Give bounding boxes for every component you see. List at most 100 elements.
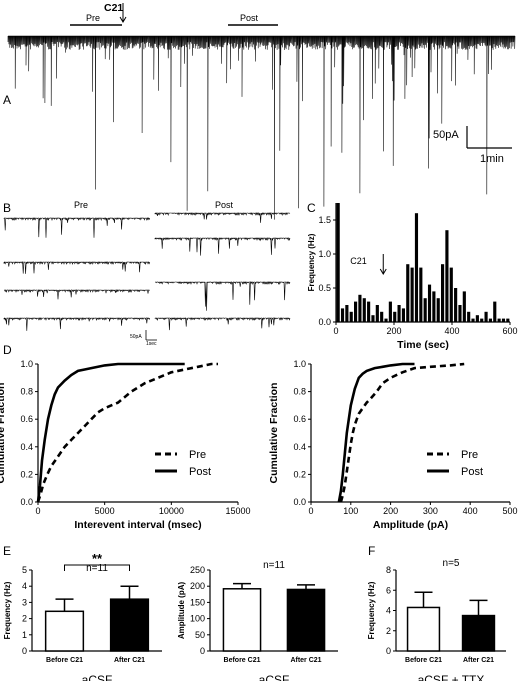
y-tick-label: 3	[22, 597, 27, 607]
histogram-bar	[423, 298, 427, 322]
scale-bar-b: 50pA 1sec	[130, 330, 157, 347]
y-axis-label: Amplitude (pA)	[177, 582, 186, 640]
y-tick-label: 0.8	[20, 387, 33, 397]
category-label: Before C21	[224, 657, 261, 664]
panel-label-a: A	[3, 93, 11, 107]
post-traces-label: Post	[215, 200, 234, 210]
histogram-bar	[358, 294, 362, 322]
panel-e-left-bars: 0 1 2 3 4 5 Frequency (Hz) Before C21 After C21 n…	[3, 551, 162, 681]
histogram-bar	[427, 284, 432, 322]
legend-label-pre: Pre	[461, 449, 478, 461]
histogram-bar	[336, 203, 340, 322]
panel-label-d: D	[3, 343, 12, 357]
current-trace	[7, 35, 516, 220]
y-tick-label: 4	[386, 606, 391, 616]
annotation-arrow-head	[379, 268, 387, 275]
sweep-trace-6	[154, 236, 291, 256]
x-tick-label: 0	[308, 506, 313, 516]
histogram-bar	[393, 311, 397, 322]
y-tick-label: 0.4	[293, 442, 306, 452]
histogram-bar	[484, 311, 488, 322]
histogram-bar	[445, 230, 449, 322]
histogram-bar	[380, 311, 384, 322]
histogram-bar	[367, 301, 371, 322]
category-label: After C21	[463, 657, 494, 664]
category-label: Before C21	[46, 657, 83, 664]
y-tick-label: 0.6	[20, 414, 33, 424]
panel-a-trace: Pre Post C21 50pA 1min	[7, 2, 516, 220]
bar-1	[222, 588, 262, 652]
sweep-traces	[3, 211, 291, 331]
x-tick-label: 200	[386, 326, 401, 336]
histogram-bar	[497, 318, 501, 322]
sweep-trace-2	[3, 260, 151, 274]
histogram-bar	[388, 301, 392, 322]
y-tick-label: 0.5	[318, 283, 331, 293]
histogram-bar	[462, 291, 466, 322]
series-line-post	[36, 362, 185, 503]
y-tick-label: 0	[386, 646, 391, 656]
scale-bar-a-time: 1min	[480, 153, 504, 165]
histogram-bar	[436, 298, 440, 322]
x-axis-label: Time (sec)	[397, 339, 449, 351]
x-tick-label: 0	[35, 506, 40, 516]
panel-e-right-bars: 0 50 100 150 200 250 Amplitude (pA) Before C21 A…	[177, 560, 338, 681]
histogram-bar	[419, 267, 423, 322]
y-tick-label: 0.2	[293, 469, 306, 479]
panel-label-b: B	[3, 201, 11, 215]
x-tick-label: 15000	[225, 506, 250, 516]
x-axis-label: Interevent interval (msec)	[74, 519, 201, 531]
sweep-trace-7	[155, 280, 291, 311]
drug-application-label: C21	[104, 2, 123, 14]
x-tick-label: 400	[463, 506, 478, 516]
significance-marker: **	[92, 551, 103, 566]
category-label: After C21	[290, 657, 321, 664]
histogram-bar	[441, 264, 445, 322]
pre-period-label: Pre	[86, 13, 100, 23]
histogram-bar	[493, 301, 497, 322]
scale-bar-a: 50pA 1min	[433, 126, 512, 165]
x-tick-label: 400	[444, 326, 459, 336]
y-tick-label: 0.8	[293, 387, 306, 397]
y-tick-label: 5	[22, 565, 27, 575]
pre-traces-label: Pre	[74, 200, 88, 210]
histogram-bar	[384, 318, 388, 322]
category-label: After C21	[114, 657, 145, 664]
annotation-label: C21	[350, 256, 367, 266]
legend-label-post: Post	[189, 466, 211, 478]
scale-bar-b-current: 50pA	[130, 334, 142, 340]
histogram-bar	[506, 318, 510, 322]
y-tick-label: 150	[190, 597, 205, 607]
y-axis-label: Frequency (Hz)	[367, 581, 376, 639]
y-tick-label: 6	[386, 585, 391, 595]
scale-bar-a-current: 50pA	[433, 129, 459, 141]
y-axis-label: Cumulative Fraction	[268, 383, 280, 484]
y-tick-label: 0	[200, 646, 205, 656]
y-tick-label: 0.0	[318, 317, 331, 327]
post-period-label: Post	[240, 13, 259, 23]
y-tick-label: 200	[190, 581, 205, 591]
histogram-bar	[480, 318, 484, 322]
y-tick-label: 0	[22, 646, 27, 656]
x-tick-label: 200	[383, 506, 398, 516]
legend-label-pre: Pre	[189, 449, 206, 461]
sweep-trace-3	[4, 288, 150, 300]
histogram-bar	[454, 288, 458, 322]
x-tick-label: 500	[502, 506, 517, 516]
series-line-pre	[36, 362, 218, 503]
y-axis-label: Frequency (Hz)	[3, 581, 12, 639]
x-tick-label: 10000	[159, 506, 184, 516]
histogram-bar	[345, 305, 349, 322]
y-tick-label: 2	[386, 626, 391, 636]
y-tick-label: 0.4	[20, 442, 33, 452]
y-axis-label: Frequency (Hz)	[307, 233, 316, 291]
histogram-bar	[410, 267, 414, 322]
x-tick-label: 100	[343, 506, 358, 516]
y-tick-label: 0.2	[20, 469, 33, 479]
y-tick-label: 1.0	[293, 359, 306, 369]
condition-label: aCSF	[259, 673, 290, 681]
x-tick-label: 5000	[95, 506, 115, 516]
histogram-bar	[371, 315, 375, 322]
y-tick-label: 2	[22, 614, 27, 624]
